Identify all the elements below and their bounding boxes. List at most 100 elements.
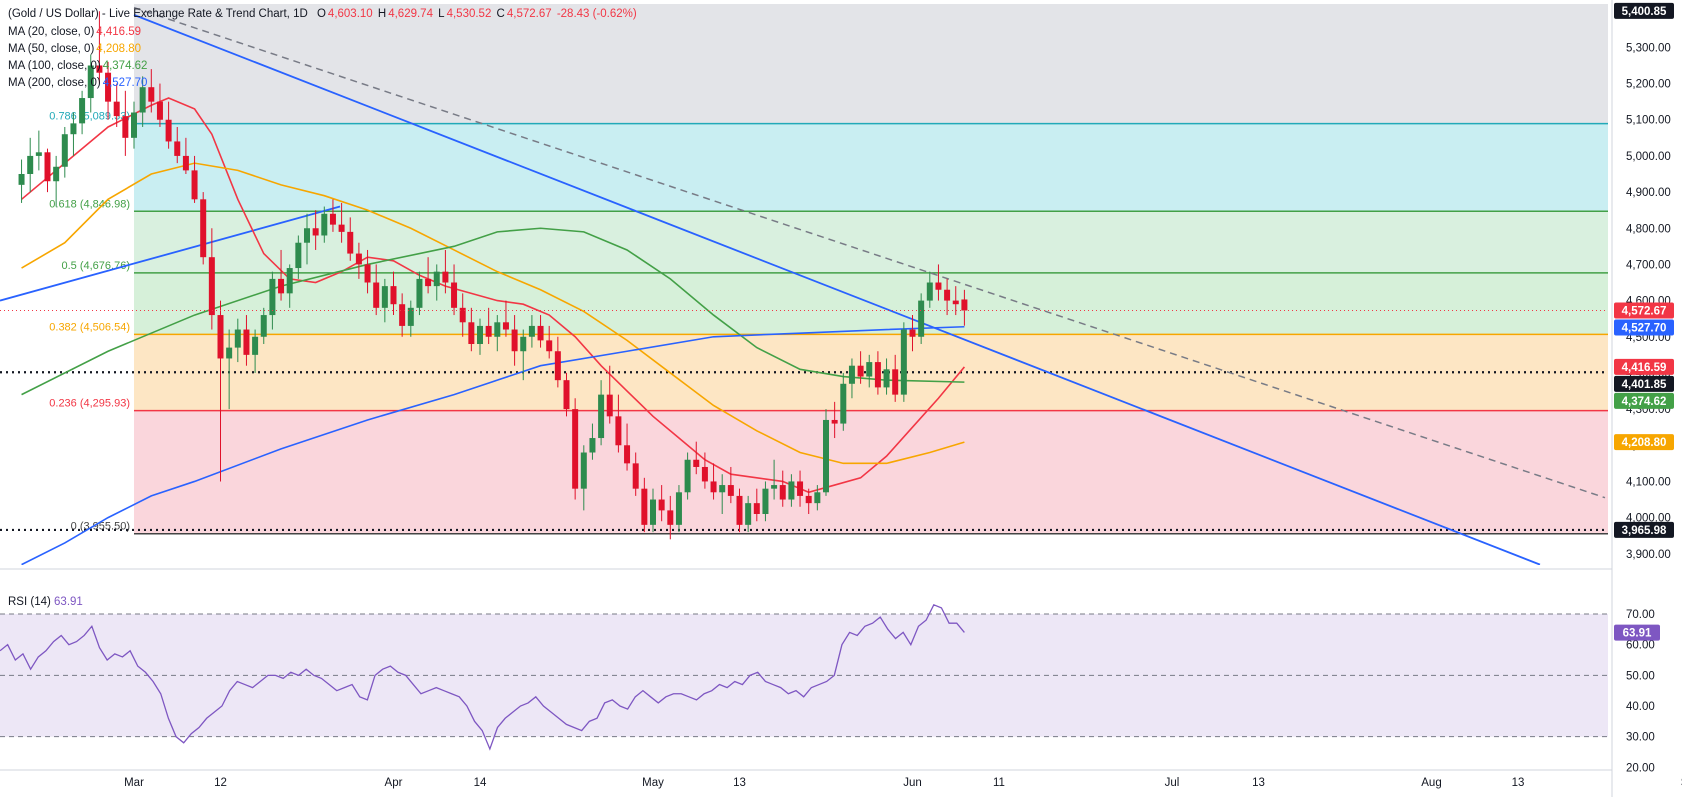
candle-body: [606, 394, 613, 417]
ma-legend-value: 4,208.80: [96, 43, 142, 55]
y-tick-label: 4,900.00: [1626, 187, 1671, 199]
y-tick-label: 3,900.00: [1626, 549, 1671, 561]
ma-legend-value: 4,527.70: [102, 77, 148, 89]
ma-legend-value: 4,374.62: [102, 60, 148, 72]
price-tag: [1614, 302, 1674, 319]
candle-body: [502, 322, 509, 330]
candle-body: [814, 492, 821, 504]
price-tag: [1614, 358, 1674, 375]
moving-average-line: [21, 227, 965, 396]
candle-body: [70, 123, 77, 135]
ohlc-change: -28.43 (-0.62%): [556, 8, 637, 20]
ohlc-low-label: L: [438, 8, 445, 20]
candle-body: [355, 253, 362, 265]
candle-body: [269, 278, 276, 316]
price-tag-label: 5,400.85: [1622, 6, 1667, 18]
candle-body: [874, 362, 881, 388]
chart-header: (Gold / US Dollar) - Live Exchange Rate …: [8, 6, 639, 22]
candle-body: [243, 329, 250, 355]
candle-body: [909, 329, 916, 337]
candle-body: [892, 369, 899, 395]
candle-body: [624, 445, 631, 464]
ohlc-open: 4,603.10: [327, 8, 373, 20]
candle-body: [667, 510, 674, 525]
candle-body: [511, 329, 518, 352]
candle-body: [866, 362, 873, 377]
candle-body: [926, 282, 933, 301]
candle-body: [805, 495, 812, 504]
pane-divider: [0, 565, 1682, 571]
y-tick-label: 4,800.00: [1626, 223, 1671, 235]
candle-body: [918, 300, 925, 337]
candle-body: [27, 155, 34, 174]
candle-body: [61, 134, 68, 167]
candle-body: [304, 228, 310, 243]
x-tick-label: Apr: [385, 777, 403, 789]
candle-body: [252, 336, 259, 355]
candle-body: [494, 322, 501, 337]
candle-body: [338, 224, 345, 232]
candle-body: [719, 485, 726, 493]
candle-body: [961, 299, 968, 311]
x-tick-label: 13: [1252, 777, 1265, 789]
price-tag: [1614, 375, 1674, 392]
fib-zone-1: [134, 123, 1608, 212]
candle-body: [295, 242, 302, 269]
candle-body: [779, 485, 786, 500]
ohlc-open-label: O: [316, 8, 326, 20]
ma-legend-50[interactable]: MA (50, close, 0) 4,208.80: [8, 41, 143, 57]
candle-body: [226, 347, 233, 359]
rsi-line: [0, 603, 965, 751]
candle-body: [459, 307, 466, 323]
rsi-legend[interactable]: RSI (14) 63.91: [8, 596, 83, 608]
y-tick-label: 5,000.00: [1626, 151, 1671, 163]
candle-body: [823, 419, 829, 493]
candle-body: [753, 503, 760, 514]
candle-body: [684, 459, 691, 493]
candle-body: [468, 322, 475, 344]
candle-body: [710, 481, 717, 493]
ma-legend-value: 4,416.59: [96, 26, 142, 38]
candle-body: [554, 351, 561, 381]
price-tag-label: 4,527.70: [1622, 322, 1667, 334]
x-tick-label: 12: [214, 777, 227, 789]
candle-body: [35, 152, 42, 156]
candle-body: [900, 329, 907, 395]
candle-body: [18, 173, 25, 185]
candle-body: [857, 365, 864, 377]
chart-title: (Gold / US Dollar) - Live Exchange Rate …: [8, 8, 308, 20]
y-tick-label: 5,100.00: [1626, 115, 1671, 127]
rsi-y-tick-label: 20.00: [1626, 762, 1655, 774]
fib-level-label: 0.786 (5,089.33): [49, 111, 130, 123]
candle-body: [762, 488, 769, 514]
candle-body: [390, 286, 397, 305]
price-tag-label: 4,208.80: [1622, 437, 1667, 449]
ohlc-high: 4,629.74: [388, 8, 433, 20]
candle-body: [632, 463, 639, 489]
candle-body: [641, 488, 648, 525]
fib-level-label: 0.382 (4,506.54): [49, 321, 130, 333]
candle-body: [425, 278, 432, 287]
candle-body: [53, 166, 60, 182]
x-tick-label: Jun: [903, 777, 922, 789]
candle-body: [736, 495, 743, 525]
moving-average-line: [21, 97, 966, 494]
candle-body: [373, 282, 380, 308]
candle-body: [788, 481, 795, 500]
candle-body: [771, 485, 778, 489]
ohlc-high-label: H: [377, 8, 387, 20]
candle-body: [87, 65, 94, 99]
ma-legend-label: MA (50, close, 0): [8, 43, 95, 55]
candle-body: [589, 438, 596, 453]
price-tag-label: 4,401.85: [1622, 379, 1667, 391]
price-tag-label: 3,965.98: [1622, 525, 1667, 537]
ma-legend-100[interactable]: MA (100, close, 0) 4,374.62: [8, 58, 149, 74]
ma-legend-20[interactable]: MA (20, close, 0) 4,416.59: [8, 24, 143, 40]
candle-body: [191, 170, 198, 200]
fib-zone-5: [134, 410, 1608, 534]
y-tick-label: 5,200.00: [1626, 79, 1671, 91]
price-tag-label: 4,416.59: [1622, 362, 1667, 374]
y-tick-label: 4,700.00: [1626, 259, 1671, 271]
ma-legend-200[interactable]: MA (200, close, 0) 4,527.70: [8, 75, 149, 91]
candle-body: [200, 199, 207, 258]
